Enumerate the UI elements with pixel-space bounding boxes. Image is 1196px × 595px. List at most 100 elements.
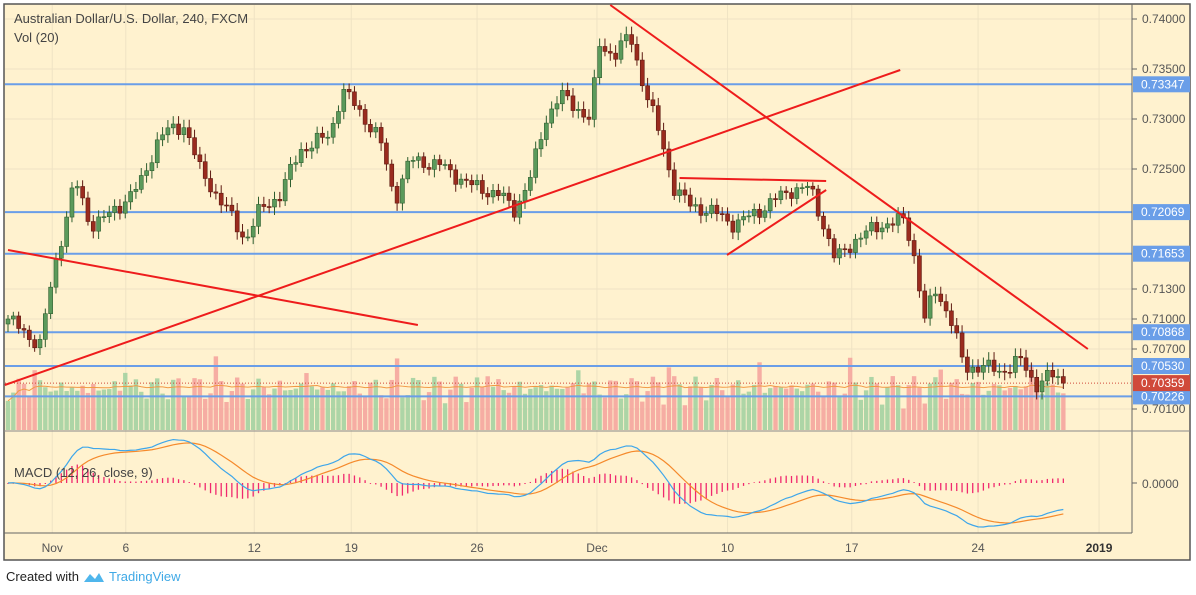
time-tick-label: 12 <box>248 541 262 555</box>
volume-bar <box>959 393 965 430</box>
volume-bar <box>43 387 48 430</box>
volume-bar <box>123 372 128 430</box>
volume-bar <box>799 391 805 430</box>
level-price-badge <box>1133 76 1190 93</box>
candle-body <box>106 212 112 217</box>
volume-bar <box>746 391 752 430</box>
candle-body <box>186 127 192 138</box>
volume-bar <box>384 398 389 430</box>
candle-body <box>730 220 736 233</box>
volume-bar <box>730 384 736 430</box>
chart[interactable]: 0.73347 0.72069 0.71653 0.70868 0.70530 0.702… <box>0 0 1196 562</box>
volume-bar <box>1018 389 1023 430</box>
volume-bar <box>1050 384 1055 430</box>
volume-bar <box>538 385 544 430</box>
time-tick-label: 24 <box>971 541 985 555</box>
volume-bar <box>261 386 267 430</box>
candle-body <box>693 204 698 207</box>
tradingview-link[interactable]: TradingView <box>108 569 181 584</box>
candle-body <box>517 200 522 218</box>
candle-body <box>21 328 27 331</box>
volume-bar <box>144 398 149 430</box>
volume-bar <box>661 404 666 430</box>
volume-bar <box>155 378 160 430</box>
candle-body <box>405 160 411 180</box>
level-price-label: 0.70868 <box>1141 325 1185 339</box>
volume-bar <box>464 402 469 430</box>
volume-bar <box>602 397 608 430</box>
volume-bar <box>117 390 123 430</box>
volume-bar <box>133 379 139 430</box>
candle-body <box>847 248 853 253</box>
candle-body <box>400 178 405 204</box>
volume-bar <box>304 373 309 430</box>
candle-body <box>778 190 784 200</box>
time-tick-label: 2019 <box>1086 541 1113 555</box>
chart-title: Australian Dollar/U.S. Dollar, 240, FXCM <box>14 11 248 26</box>
volume-bar <box>5 400 11 430</box>
candle-body <box>949 310 954 326</box>
candle-body <box>581 109 586 118</box>
volume-bar <box>895 385 901 430</box>
time-axis[interactable]: Nov 6 12 19 26 Dec 10 17 24 2019 <box>42 541 1113 555</box>
candle-body <box>330 123 336 138</box>
volume-bar <box>1039 393 1045 430</box>
volume-bar <box>101 389 107 430</box>
trendline[interactable] <box>679 177 827 182</box>
volume-bar <box>720 390 725 430</box>
candle-body <box>560 90 565 105</box>
volume-bar <box>171 379 176 430</box>
trendline[interactable] <box>609 4 1089 350</box>
level-price-label: 0.71653 <box>1141 247 1185 261</box>
time-tick-label: Nov <box>42 541 63 555</box>
candle-body <box>64 216 69 247</box>
candle-body <box>416 156 421 161</box>
volume-bar <box>160 393 165 430</box>
candle-body <box>677 189 682 196</box>
tradingview-logo-icon[interactable] <box>83 570 105 584</box>
candle-body <box>309 147 315 152</box>
volume-bar <box>213 356 219 430</box>
trendline[interactable] <box>7 249 419 326</box>
level-price-badge <box>1133 245 1190 262</box>
candle-body <box>5 318 11 325</box>
candle-body <box>863 230 869 239</box>
candle-body <box>746 215 752 218</box>
trendline[interactable] <box>726 189 827 256</box>
candle-body <box>943 301 949 312</box>
volume-bar <box>485 376 490 430</box>
volume-bar <box>474 377 480 430</box>
candle-body <box>954 325 960 334</box>
horizontal-levels[interactable]: 0.73347 0.72069 0.71653 0.70868 0.70530 0.702… <box>5 76 1190 405</box>
volume-bar <box>560 388 565 430</box>
volume-bar <box>554 388 560 430</box>
trendline[interactable] <box>4 69 901 386</box>
volume-ma-line <box>7 384 1064 402</box>
candle-body <box>602 46 608 52</box>
candle-body <box>666 148 672 171</box>
candle-body <box>538 139 544 150</box>
volume-bar <box>426 392 432 430</box>
volume-bars <box>5 356 1066 430</box>
candle-body <box>533 148 538 178</box>
volume-bar <box>336 391 341 430</box>
candle-body <box>448 164 453 171</box>
volume-bar <box>629 378 634 430</box>
candle-body <box>618 40 624 60</box>
volume-bar <box>250 389 256 430</box>
candle-body <box>336 111 341 124</box>
volume-bar <box>741 393 746 430</box>
volume-bar <box>634 381 640 430</box>
candle-body <box>464 178 469 181</box>
trendlines[interactable] <box>4 4 1089 386</box>
candle-body <box>1039 380 1045 393</box>
candle-body <box>975 366 981 373</box>
volume-bar <box>405 395 410 430</box>
price-axis[interactable]: 0.74000 0.73500 0.73000 0.72500 0.71300 0.710… <box>1132 12 1186 416</box>
volume-bar <box>517 381 522 430</box>
candle-body <box>959 332 965 358</box>
volume-bar <box>586 383 592 430</box>
volume-bar <box>341 391 346 430</box>
candle-body <box>149 162 155 172</box>
price-tick-label: 0.71000 <box>1142 312 1186 326</box>
